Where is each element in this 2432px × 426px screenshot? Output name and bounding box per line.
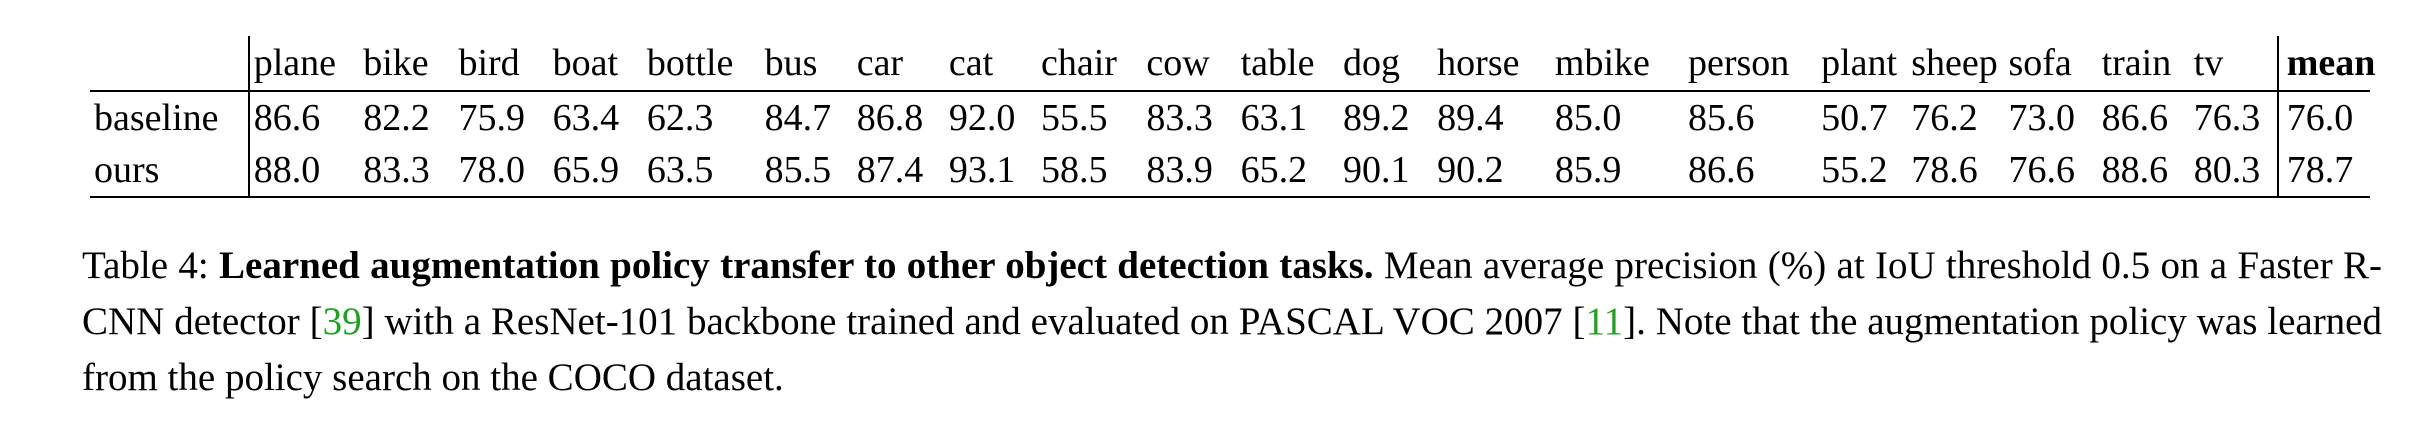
table-cell: 86.6 xyxy=(253,97,321,139)
mean-cell: 78.7 xyxy=(2276,144,2370,198)
column-header: train xyxy=(2097,36,2190,92)
row-label: baseline xyxy=(90,91,250,144)
caption-text: ]. Note that the augmentation policy was… xyxy=(82,300,2382,399)
caption-bold-title: Learned augmentation policy transfer to … xyxy=(219,244,1374,287)
table-cell: 76.6 xyxy=(2004,144,2098,198)
column-header: bottle xyxy=(642,36,761,92)
column-header: dog xyxy=(1338,36,1434,92)
caption-label: Table 4: xyxy=(82,244,209,287)
table-cell: 83.3 xyxy=(359,144,455,198)
results-table: plane bike bird boat bottle bus car cat … xyxy=(90,36,2375,198)
column-header: tv xyxy=(2189,36,2278,92)
table-cell: 85.9 xyxy=(1550,144,1684,198)
column-header: sheep xyxy=(1907,36,2005,92)
table-cell: 85.6 xyxy=(1688,97,1755,139)
table-cell: 55.2 xyxy=(1817,144,1908,198)
row-label: ours xyxy=(90,144,250,198)
table-cell: 80.3 xyxy=(2189,144,2278,198)
column-header: boat xyxy=(548,36,643,92)
table-cell: 63.1 xyxy=(1240,97,1308,139)
table-header-row: plane bike bird boat bottle bus car cat … xyxy=(90,36,2375,92)
table-row-baseline: baseline 86.6 82.2 75.9 63.4 62.3 84.7 8… xyxy=(90,91,2370,144)
table-cell: 83.3 xyxy=(1146,97,1213,139)
column-header: cow xyxy=(1142,36,1237,92)
table-cell: 75.9 xyxy=(458,97,525,139)
column-header: horse xyxy=(1433,36,1551,92)
column-header: car xyxy=(852,36,945,92)
column-header: bike xyxy=(359,36,455,92)
table-cell: 89.2 xyxy=(1342,97,1410,139)
table-cell: 87.4 xyxy=(852,144,945,198)
mean-cell: 76.0 xyxy=(2276,91,2370,144)
table-cell: 83.9 xyxy=(1142,144,1237,198)
table-cell: 76.2 xyxy=(1911,97,1978,139)
table-cell: 65.9 xyxy=(548,144,643,198)
table-cell: 65.2 xyxy=(1236,144,1339,198)
table-cell: 62.3 xyxy=(646,97,714,139)
column-header: plane xyxy=(248,36,360,92)
table-caption: Table 4: Learned augmentation policy tra… xyxy=(82,238,2382,406)
citation-link[interactable]: 11 xyxy=(1585,300,1624,343)
results-table-container: plane bike bird boat bottle bus car cat … xyxy=(90,36,2375,198)
table-cell: 86.6 xyxy=(1684,144,1818,198)
table-cell: 76.3 xyxy=(2193,97,2261,139)
column-header: bus xyxy=(760,36,853,92)
table-cell: 88.6 xyxy=(2097,144,2190,198)
column-header: sofa xyxy=(2004,36,2098,92)
table-cell: 63.5 xyxy=(642,144,761,198)
caption-text: Mean average precision (%) at IoU thresh… xyxy=(82,244,2382,343)
table-cell: 84.7 xyxy=(764,97,832,139)
citation-link[interactable]: 39 xyxy=(322,300,362,343)
table-cell: 93.1 xyxy=(944,144,1037,198)
table-cell: 78.0 xyxy=(454,144,549,198)
column-header: mbike xyxy=(1550,36,1684,92)
table-cell: 92.0 xyxy=(948,97,1016,139)
table-cell: 85.5 xyxy=(760,144,853,198)
table-cell: 55.5 xyxy=(1040,97,1108,139)
table-cell: 88.0 xyxy=(248,144,360,198)
table-cell: 86.8 xyxy=(856,97,924,139)
table-row-ours: ours 88.0 83.3 78.0 65.9 63.5 85.5 87.4 … xyxy=(90,144,2370,198)
table-cell: 90.1 xyxy=(1338,144,1434,198)
column-header: bird xyxy=(454,36,549,92)
table-cell: 90.2 xyxy=(1433,144,1551,198)
table-cell: 89.4 xyxy=(1437,97,1504,139)
table-cell: 63.4 xyxy=(552,97,620,139)
table-cell: 82.2 xyxy=(363,97,430,139)
header-corner-cell xyxy=(90,36,250,92)
table-cell: 73.0 xyxy=(2008,97,2075,139)
caption-text: ] with a ResNet-101 backbone trained and… xyxy=(361,300,1586,343)
column-header: cat xyxy=(944,36,1037,92)
table-cell: 85.0 xyxy=(1554,97,1622,139)
column-header: chair xyxy=(1036,36,1143,92)
column-header: person xyxy=(1684,36,1818,92)
column-header: plant xyxy=(1817,36,1908,92)
table-cell: 86.6 xyxy=(2101,97,2169,139)
column-header: table xyxy=(1236,36,1339,92)
table-cell: 78.6 xyxy=(1907,144,2005,198)
table-cell: 58.5 xyxy=(1036,144,1143,198)
table-cell: 50.7 xyxy=(1821,97,1888,139)
mean-column-header: mean xyxy=(2276,36,2375,92)
